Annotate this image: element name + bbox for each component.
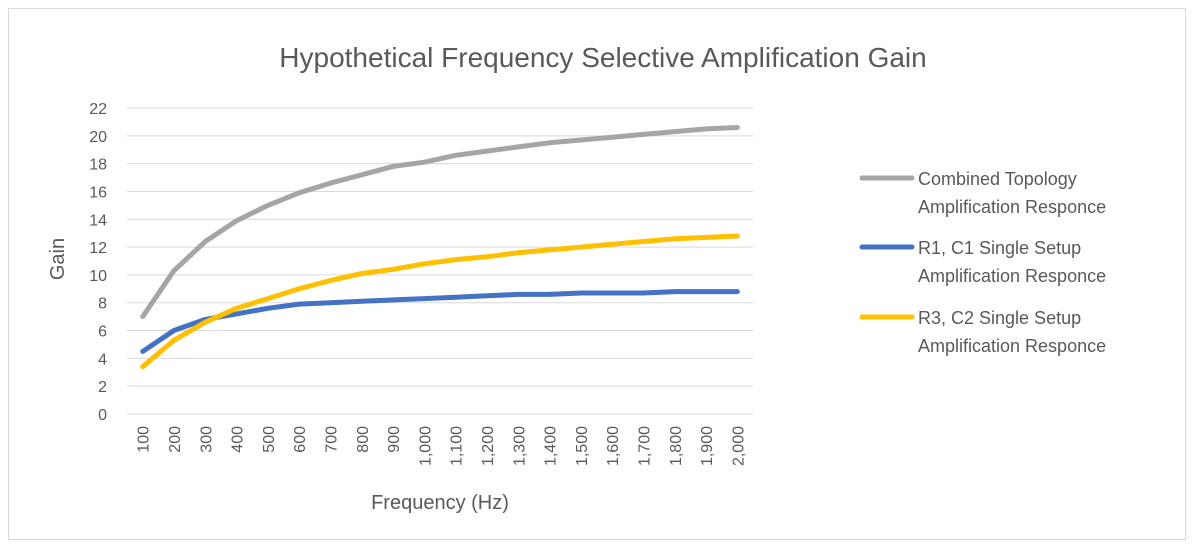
y-tick-label: 10	[89, 268, 107, 285]
x-tick-label: 900	[386, 426, 403, 453]
y-tick-label: 22	[89, 101, 107, 118]
y-tick-label: 8	[98, 296, 107, 313]
x-tick-label: 1,500	[574, 426, 591, 466]
x-tick-label: 200	[167, 426, 184, 453]
chart-frame	[8, 8, 1186, 540]
y-tick-label: 0	[98, 407, 107, 424]
x-tick-label: 1,800	[668, 426, 685, 466]
y-tick-label: 2	[98, 379, 107, 396]
x-tick-label: 500	[261, 426, 278, 453]
legend-label-2: R1, C1 Single Setup	[918, 238, 1081, 258]
y-tick-label: 16	[89, 184, 107, 201]
x-axis-label: Frequency (Hz)	[371, 492, 509, 514]
x-tick-label: 2,000	[730, 426, 747, 466]
legend-label-3: Amplification Responce	[918, 336, 1106, 356]
y-tick-label: 12	[89, 240, 107, 257]
chart-title: Hypothetical Frequency Selective Amplifi…	[279, 42, 926, 73]
y-tick-label: 4	[98, 351, 107, 368]
x-tick-label: 1,400	[543, 426, 560, 466]
legend-label-1: Combined Topology	[918, 169, 1077, 189]
x-tick-label: 1,900	[699, 426, 716, 466]
x-tick-label: 700	[323, 426, 340, 453]
x-tick-label: 1,300	[511, 426, 528, 466]
x-tick-labels: 100 200 300 400 500 600 700 800 900 1,000 1,100 1,2…	[136, 426, 748, 466]
x-tick-label: 1,100	[449, 426, 466, 466]
x-tick-label: 600	[292, 426, 309, 453]
y-tick-labels: 0 2 4 6 8 10 12 14 16 18 20 22	[89, 101, 107, 424]
x-tick-label: 300	[198, 426, 215, 453]
x-tick-label: 400	[230, 426, 247, 453]
y-axis-label: Gain	[47, 238, 69, 280]
x-tick-label: 1,000	[417, 426, 434, 466]
x-tick-label: 800	[355, 426, 372, 453]
y-tick-label: 20	[89, 129, 107, 146]
series-lines	[140, 125, 740, 370]
y-tick-label: 18	[89, 157, 107, 174]
legend-label-1: Amplification Responce	[918, 197, 1106, 217]
y-tick-label: 6	[98, 324, 107, 341]
series-line-2	[140, 289, 740, 354]
legend-label-3: R3, C2 Single Setup	[918, 308, 1081, 328]
series-line-1	[140, 125, 740, 320]
series-line-3	[140, 233, 740, 370]
legend-label-2: Amplification Responce	[918, 266, 1106, 286]
x-tick-label: 100	[136, 426, 153, 453]
legend: Combined Topology Amplification Responce R…	[859, 169, 1106, 356]
y-tick-label: 14	[89, 212, 107, 229]
x-tick-label: 1,700	[636, 426, 653, 466]
x-tick-label: 1,600	[605, 426, 622, 466]
x-tick-label: 1,200	[480, 426, 497, 466]
gridlines	[127, 107, 753, 415]
